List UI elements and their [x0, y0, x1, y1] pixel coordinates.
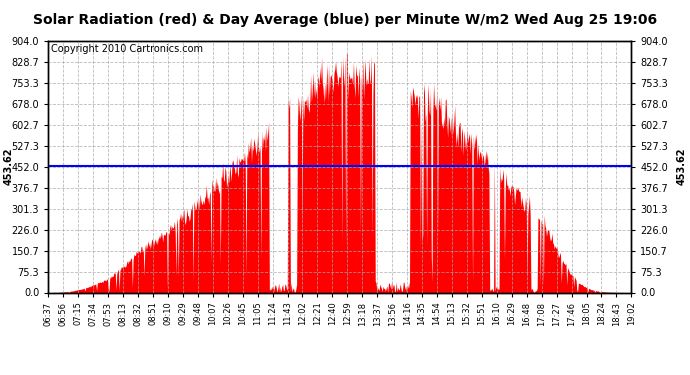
- Text: Solar Radiation (red) & Day Average (blue) per Minute W/m2 Wed Aug 25 19:06: Solar Radiation (red) & Day Average (blu…: [33, 13, 657, 27]
- Text: 453.62: 453.62: [3, 148, 13, 185]
- Text: 453.62: 453.62: [677, 148, 687, 185]
- Text: Copyright 2010 Cartronics.com: Copyright 2010 Cartronics.com: [51, 44, 204, 54]
